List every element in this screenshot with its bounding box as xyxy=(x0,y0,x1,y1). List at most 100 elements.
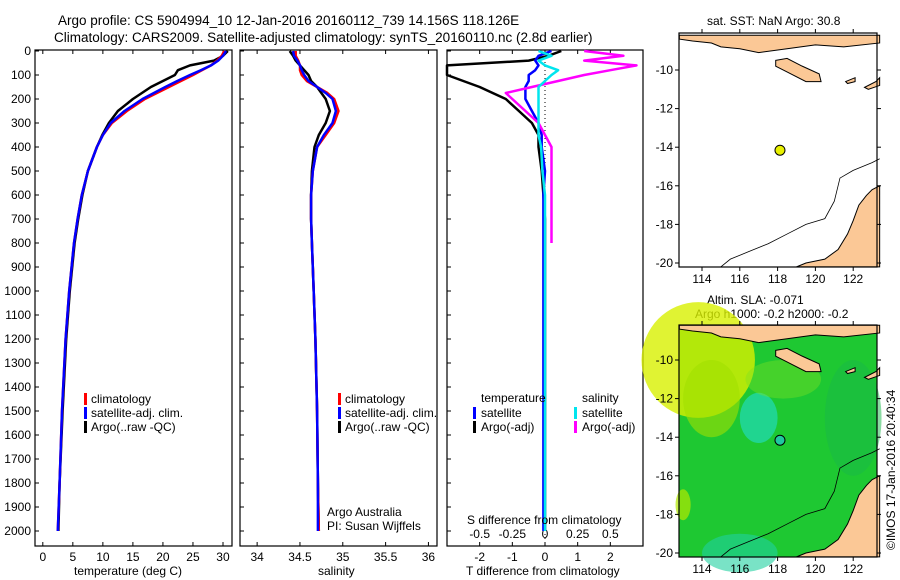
temperature-panel: 0100200300400500600700800900100011001200… xyxy=(4,44,233,564)
s-tick-label: -0.5 xyxy=(469,527,490,541)
lat-tick-label: -14 xyxy=(656,140,674,154)
x-tick-label: 35.5 xyxy=(374,550,398,564)
profile-line-argo-raw-qc- xyxy=(57,50,229,532)
depth-tick-label: 2000 xyxy=(4,524,31,538)
sla-anomaly-patch xyxy=(675,489,691,521)
land-polygon xyxy=(844,76,856,85)
lat-tick-label: -16 xyxy=(656,179,674,193)
plot-frame xyxy=(34,49,233,547)
lon-tick-label: 116 xyxy=(730,562,749,576)
bathymetry-contour xyxy=(720,448,880,558)
x-tick-label: 36 xyxy=(422,550,436,564)
depth-tick-label: 0 xyxy=(24,44,31,58)
profile-line-argo-raw-qc- xyxy=(288,50,332,532)
lat-tick-label: -18 xyxy=(656,507,674,521)
lat-tick-label: -12 xyxy=(656,392,674,406)
legend-label: Argo(..raw -QC) xyxy=(345,420,430,434)
s-difference-label: S difference from climatology xyxy=(467,513,622,527)
legend-label: Argo(-adj) xyxy=(582,420,635,434)
depth-tick-label: 500 xyxy=(11,164,31,178)
legend-swatch-t-satellite xyxy=(473,407,476,419)
sla-anomaly-patch xyxy=(739,392,778,443)
plot-frame xyxy=(239,49,438,547)
depth-tick-label: 1100 xyxy=(5,308,31,322)
x-tick-label: 20 xyxy=(156,550,170,564)
profile-line-satellite-adj-clim- xyxy=(291,50,338,531)
sst-map-title: sat. SST: NaN Argo: 30.8 xyxy=(707,14,841,28)
depth-tick-label: 900 xyxy=(11,260,31,274)
lon-tick-label: 120 xyxy=(805,272,825,286)
lat-tick-label: -20 xyxy=(656,256,674,270)
legend-swatch-s-argo xyxy=(574,421,577,433)
sla-map-title-1: Altim. SLA: -0.071 xyxy=(707,293,804,307)
legend-label: satellite-adj. clim. xyxy=(345,406,437,420)
land-polygon xyxy=(863,76,881,90)
land-polygon xyxy=(678,34,881,54)
legend-swatch-s-satellite xyxy=(574,407,577,419)
s-tick-label: 0.5 xyxy=(602,527,619,541)
depth-tick-label: 1700 xyxy=(4,452,31,466)
title-line-2: Climatology: CARS2009. Satellite-adjuste… xyxy=(54,30,593,45)
depth-tick-label: 200 xyxy=(11,92,31,106)
argo-position-marker xyxy=(774,434,786,446)
title-line-1: Argo profile: CS 5904994_10 12-Jan-2016 … xyxy=(58,13,519,28)
profile-line-climatology xyxy=(56,50,226,532)
legend-swatch-t-argo xyxy=(473,421,476,433)
lon-tick-label: 122 xyxy=(843,272,863,286)
depth-tick-label: 700 xyxy=(11,212,31,226)
legend-heading-salinity: salinity xyxy=(582,391,619,405)
lon-tick-label: 116 xyxy=(730,272,749,286)
depth-tick-label: 100 xyxy=(11,68,31,82)
depth-tick-label: 1800 xyxy=(4,476,31,490)
x-tick-label: 5 xyxy=(69,550,76,564)
depth-tick-label: 1000 xyxy=(4,284,31,298)
depth-tick-label: 1600 xyxy=(4,428,31,442)
lon-tick-label: 118 xyxy=(768,562,787,576)
sla-anomaly-patch xyxy=(683,360,740,438)
salinity-panel: 34 34.5 35 35.5 36 xyxy=(239,49,438,564)
difference-legend: temperature satellite Argo(-adj) salinit… xyxy=(473,391,635,434)
legend-label: climatology xyxy=(91,392,151,406)
lat-tick-label: -10 xyxy=(656,63,674,77)
sst-map: 114 116 118 120 122 -10 -12 -14 -16 -18 -20 xyxy=(656,29,881,286)
x-tick-label: 35 xyxy=(336,550,350,564)
x-tick-label: 1 xyxy=(574,550,581,564)
legend-label: climatology xyxy=(345,392,405,406)
s-tick-label: 0.25 xyxy=(566,527,590,541)
depth-tick-label: 300 xyxy=(11,116,31,130)
lat-tick-label: -16 xyxy=(656,469,674,483)
lon-tick-label: 118 xyxy=(768,272,787,286)
sla-anomaly-patch xyxy=(702,533,778,573)
depth-tick-label: 800 xyxy=(11,236,31,250)
sla-anomaly-patch xyxy=(824,360,882,476)
depth-tick-label: 1200 xyxy=(4,332,31,346)
legend-label: satellite xyxy=(582,406,623,420)
temperature-xlabel: temperature (deg C) xyxy=(74,564,182,578)
profile-line-salinity-satellite xyxy=(537,49,560,531)
land-polygon xyxy=(863,366,881,380)
lon-tick-label: 114 xyxy=(692,272,711,286)
land-polygon xyxy=(796,474,881,558)
legend-label: satellite xyxy=(481,406,522,420)
legend-label: satellite-adj. clim. xyxy=(91,406,183,420)
imos-credit: ©IMOS 17-Jan-2016 20:40:34 xyxy=(884,389,898,550)
salinity-xlabel: salinity xyxy=(318,564,355,578)
x-tick-label: 2 xyxy=(607,550,614,564)
difference-xlabel: T difference from climatology xyxy=(466,564,620,578)
land-polygon xyxy=(678,324,881,344)
land-polygon xyxy=(844,366,856,375)
pi-label: PI: Susan Wijffels xyxy=(327,519,421,533)
land-polygon xyxy=(775,57,822,83)
x-tick-label: 30 xyxy=(216,550,230,564)
x-tick-label: 25 xyxy=(186,550,200,564)
salinity-legend: climatology satellite-adj. clim. Argo(..… xyxy=(327,392,437,533)
s-tick-label: -0.25 xyxy=(499,527,527,541)
lon-tick-label: 114 xyxy=(692,562,711,576)
sla-map: 114 116 118 120 122 -10 -12 -14 -16 -18 -20 xyxy=(641,302,882,576)
lat-tick-label: -10 xyxy=(656,353,674,367)
legend-label: Argo(..raw -QC) xyxy=(91,420,176,434)
legend-swatch-climatology xyxy=(84,393,87,405)
x-tick-label: -2 xyxy=(474,550,485,564)
institution-label: Argo Australia xyxy=(327,505,402,519)
